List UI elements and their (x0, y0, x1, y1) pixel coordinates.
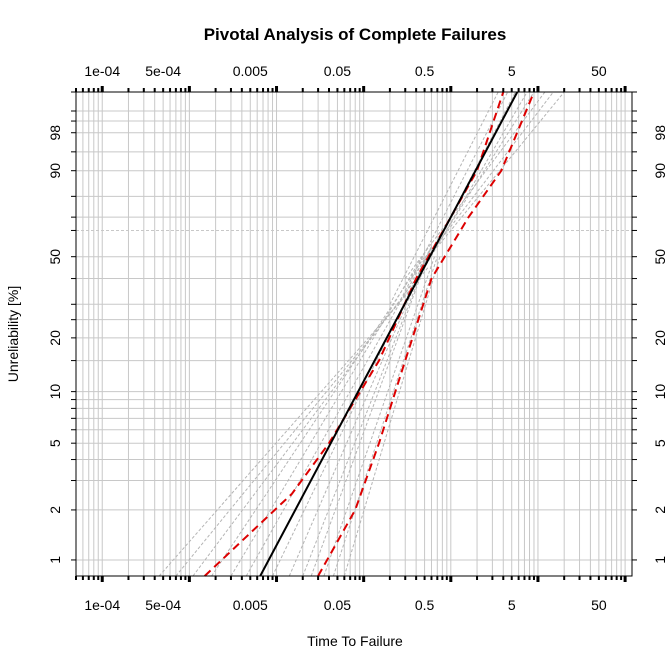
x-tick-label: 50 (591, 63, 607, 79)
confidence-bound (317, 91, 535, 577)
y-tick-label: 98 (47, 125, 63, 141)
x-tick-label: 0.05 (324, 63, 351, 79)
x-axis-label: Time To Failure (307, 633, 403, 649)
x-tick-label: 0.5 (415, 597, 435, 613)
confidence-bounds (204, 91, 535, 577)
y-tick-label: 20 (47, 330, 63, 346)
y-tick-labels-right: 1 2 5 10 20 50 90 98 (652, 125, 668, 564)
x-tick-label: 0.5 (415, 63, 435, 79)
pivotal-line (192, 266, 425, 577)
x-tick-label: 0.005 (233, 597, 268, 613)
tick-rugs (71, 86, 637, 582)
x-tick-label: 50 (591, 597, 607, 613)
x-tick-label: 5e-04 (145, 63, 181, 79)
y-tick-label: 50 (652, 249, 668, 265)
y-tick-label: 98 (652, 125, 668, 141)
pivotal-line (410, 91, 554, 279)
y-tick-label: 90 (47, 163, 63, 179)
pivotal-line (332, 256, 438, 577)
y-tick-label: 5 (47, 439, 63, 447)
plot-frame (75, 91, 633, 577)
pivotal-line (245, 246, 432, 577)
x-tick-labels-top: 1e-04 5e-04 0.005 0.05 0.5 5 50 (84, 63, 607, 79)
x-tick-label: 1e-04 (84, 63, 120, 79)
x-tick-label: 0.05 (324, 597, 351, 613)
x-tick-labels-bottom: 1e-04 5e-04 0.005 0.05 0.5 5 50 (84, 597, 607, 613)
x-tick-label: 5e-04 (145, 597, 181, 613)
pivotal-line (272, 246, 432, 577)
x-tick-label: 5 (508, 63, 516, 79)
pivotal-lines (158, 91, 565, 577)
y-axis-label: Unreliability [%] (5, 286, 21, 382)
y-tick-label: 2 (652, 506, 668, 514)
x-tick-label: 5 (508, 597, 516, 613)
x-tick-label: 0.005 (233, 63, 268, 79)
y-tick-label: 20 (652, 330, 668, 346)
pivotal-line (211, 256, 426, 577)
confidence-bound (204, 91, 505, 577)
pivotal-line (158, 278, 421, 577)
y-tick-label: 5 (652, 439, 668, 447)
x-tick-label: 1e-04 (84, 597, 120, 613)
pivotal-line (323, 256, 435, 577)
chart-title: Pivotal Analysis of Complete Failures (204, 25, 507, 44)
y-tick-label: 1 (652, 556, 668, 564)
y-tick-label: 90 (652, 163, 668, 179)
y-tick-label: 10 (652, 384, 668, 400)
y-tick-label: 10 (47, 384, 63, 400)
pivotal-line (343, 256, 441, 577)
y-tick-label: 2 (47, 506, 63, 514)
pivotal-line (410, 91, 528, 292)
pivotal-line (302, 246, 432, 577)
pivotal-line (420, 91, 565, 268)
pivotal-line (404, 91, 546, 279)
fit-line (259, 91, 519, 577)
y-tick-labels-left: 1 2 5 10 20 50 90 98 (47, 125, 63, 564)
pivotal-line (230, 246, 429, 577)
y-tick-label: 50 (47, 249, 63, 265)
y-tick-label: 1 (47, 556, 63, 564)
pivotal-line (310, 246, 432, 577)
fit-line-group (259, 91, 519, 577)
